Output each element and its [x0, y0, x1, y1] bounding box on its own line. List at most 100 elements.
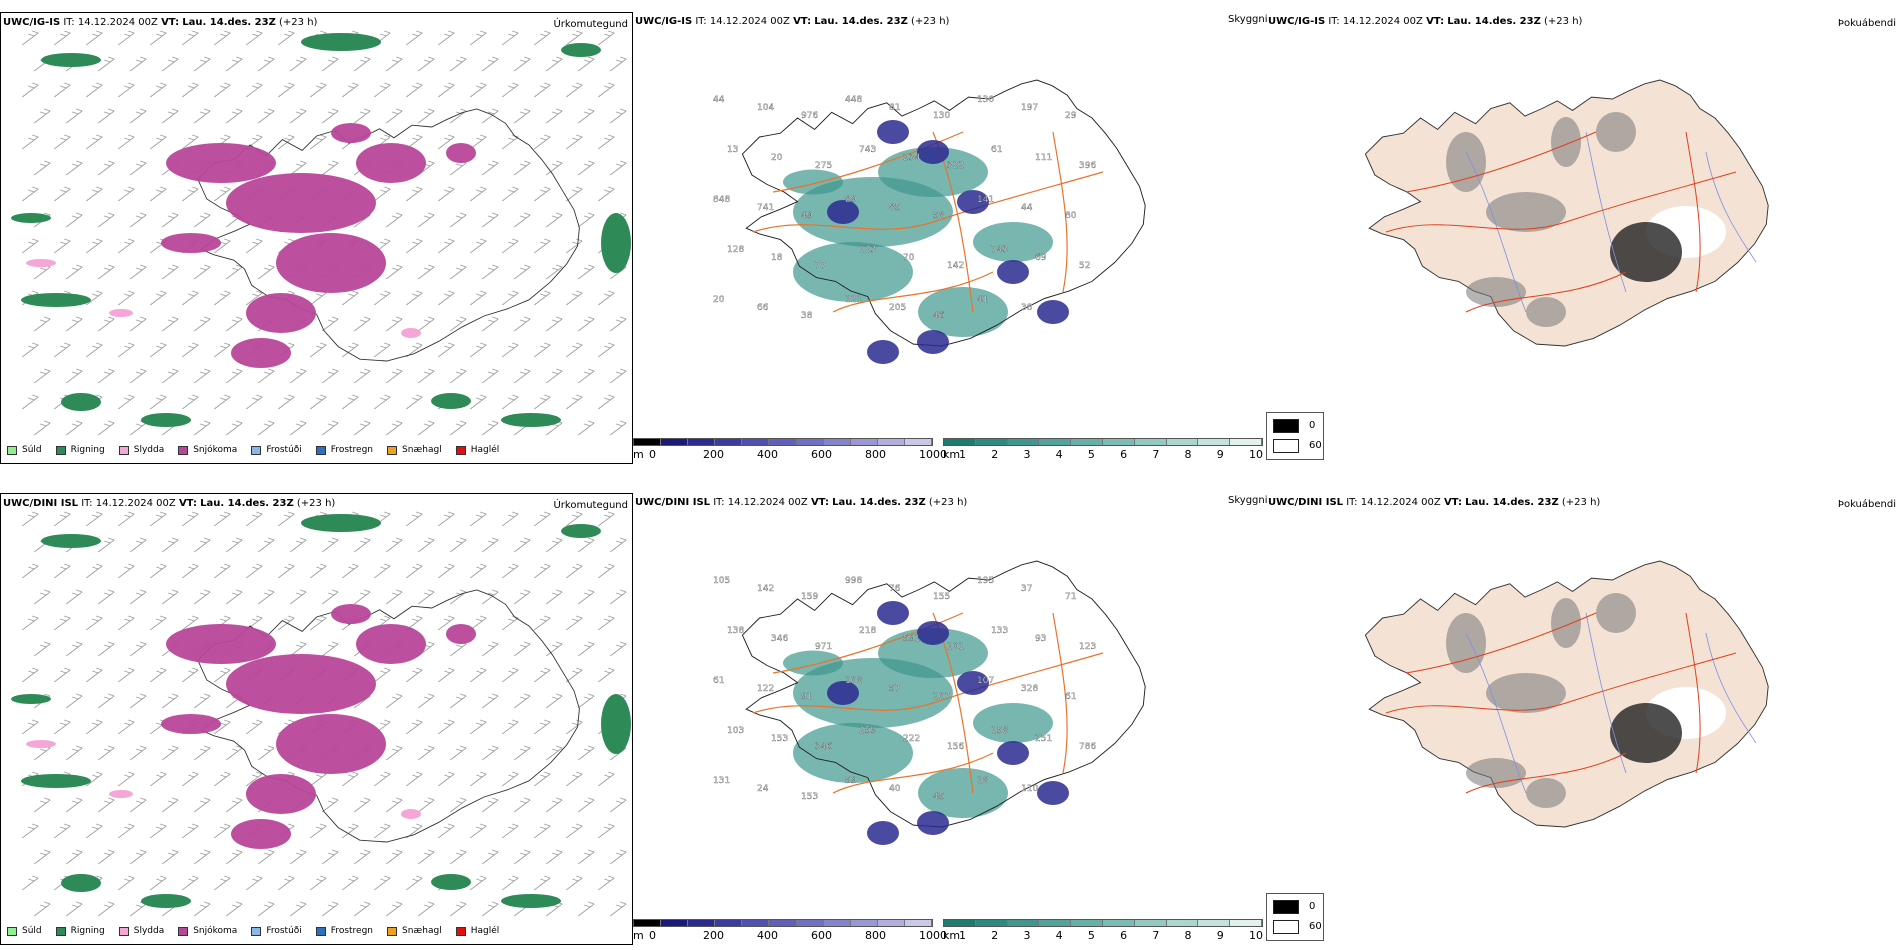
visibility-panel-row1: UWC/IG-IS IT: 14.12.2024 00Z VT: Lau. 14…	[633, 12, 1266, 464]
panel-header: UWC/IG-IS IT: 14.12.2024 00Z VT: Lau. 14…	[3, 17, 318, 28]
visibility-value: 741	[757, 203, 774, 213]
legend-item: Frostregn	[315, 445, 373, 455]
legend-item: Haglél	[455, 926, 499, 936]
legend-label: Frostúði	[266, 445, 302, 455]
legend-swatch	[118, 926, 129, 936]
colorbar-tick: 400	[757, 929, 778, 942]
fog-shading	[1551, 117, 1581, 167]
low-visibility-area	[957, 671, 989, 695]
visibility-value: 971	[815, 642, 832, 652]
legend-item: Súld	[7, 926, 42, 936]
colorbar-tick: 1	[959, 448, 966, 461]
low-visibility-area	[827, 681, 859, 705]
rain-area	[141, 413, 191, 427]
panel-header: UWC/IG-IS IT: 14.12.2024 00Z VT: Lau. 14…	[635, 16, 950, 27]
visibility-value: 111	[1035, 153, 1052, 163]
rain-area	[41, 534, 101, 548]
visibility-value: 275	[815, 161, 832, 171]
visibility-value: 41	[977, 295, 988, 305]
rain-area	[61, 393, 101, 411]
visibility-value: 122	[757, 684, 774, 694]
legend-label: Snæhagl	[402, 445, 442, 455]
panel-title-visibility: Skyggni	[1228, 14, 1268, 25]
colorbar-tick: 2	[991, 448, 999, 461]
visibility-value: 130	[977, 95, 994, 105]
visibility-value: 66	[757, 303, 769, 313]
coastline	[741, 560, 1146, 828]
legend-swatch	[178, 926, 189, 936]
fog-area	[973, 222, 1053, 262]
visibility-colorbar-km: km 1 2 3 4 5 6 7 8 9 10	[943, 917, 1263, 945]
visibility-value: 61	[991, 145, 1002, 155]
legend-swatch	[455, 926, 466, 936]
rain-area	[561, 43, 601, 57]
fog-shading	[1446, 613, 1486, 673]
colorbar-tick: 0	[649, 448, 656, 461]
visibility-map: 44 104 976 448 81 130 130 197 29 13 20 275 743 234 322…	[713, 79, 1146, 364]
visibility-value: 107	[977, 676, 994, 686]
cloud-map	[1364, 79, 1769, 347]
coastline	[741, 79, 1146, 347]
low-visibility-area	[957, 190, 989, 214]
legend-swatch	[315, 926, 326, 936]
fog-shading	[1596, 593, 1636, 633]
colorbar-tick: 4	[1055, 929, 1063, 942]
colorbar-tick: 600	[811, 929, 832, 942]
visibility-colorbar-m: m 0 200 400 600 800 1000	[633, 436, 947, 464]
legend-swatch	[387, 445, 398, 455]
visibility-value: 57	[889, 684, 900, 694]
visibility-value: 142	[757, 584, 774, 594]
rivers	[1465, 131, 1757, 313]
visibility-value: 159	[801, 592, 818, 602]
colorbar-tick: 10	[1249, 929, 1263, 942]
colorbar-tick: 200	[703, 929, 724, 942]
visibility-value: 133	[991, 626, 1008, 636]
visibility-value: 44	[713, 95, 725, 105]
visibility-value: 108	[845, 676, 862, 686]
legend-swatch	[251, 926, 262, 936]
rain-area	[601, 694, 631, 754]
snow-area	[226, 654, 376, 714]
visibility-value: 61	[1065, 692, 1076, 702]
visibility-value: 49	[801, 211, 813, 221]
panel-title-cloud: Þokuábendi	[1837, 499, 1896, 510]
rain-area	[301, 514, 381, 532]
fog-shading	[1526, 297, 1566, 327]
colorbar-tick: 6	[1120, 448, 1128, 461]
fog-area	[783, 650, 843, 676]
visibility-value: 251	[1035, 734, 1052, 744]
visibility-value: 346	[815, 742, 832, 752]
visibility-value: 29	[1065, 111, 1077, 121]
visibility-value: 142	[947, 261, 964, 271]
colorbar-tick: 1000	[919, 448, 947, 461]
visibility-value: 131	[713, 776, 730, 786]
unit-km: km	[943, 448, 961, 461]
legend-label: Haglél	[470, 445, 500, 455]
colorbar-tick: 2	[991, 929, 999, 942]
fog-area	[973, 703, 1053, 743]
colorbar-tick: 8	[1184, 929, 1192, 942]
rain-area	[431, 874, 471, 890]
rain-area	[431, 393, 471, 409]
colorbar-tick: 6	[1120, 929, 1128, 942]
sleet-area	[26, 259, 56, 267]
visibility-value: 38	[1021, 303, 1033, 313]
colorbar-tick: 5	[1087, 448, 1095, 461]
sleet-area	[26, 740, 56, 748]
legend-item: Haglél	[455, 445, 500, 455]
visibility-value: 976	[801, 111, 818, 121]
snow-area	[446, 624, 476, 644]
snow-area	[166, 624, 276, 664]
low-visibility-area	[867, 340, 899, 364]
visibility-value: 24	[757, 784, 769, 794]
legend-item: Súld	[7, 445, 42, 455]
visibility-value: 448	[845, 95, 862, 105]
visibility-value: 121	[845, 295, 862, 305]
snow-area	[161, 714, 221, 734]
visibility-value: 218	[859, 626, 876, 636]
panel-title-cloud: Þokuábendi	[1837, 18, 1896, 29]
visibility-value: 197	[1021, 103, 1038, 113]
colorbar-tick: 10	[1249, 448, 1263, 461]
cloud-map	[1364, 560, 1769, 828]
visibility-value: 85	[889, 203, 900, 213]
